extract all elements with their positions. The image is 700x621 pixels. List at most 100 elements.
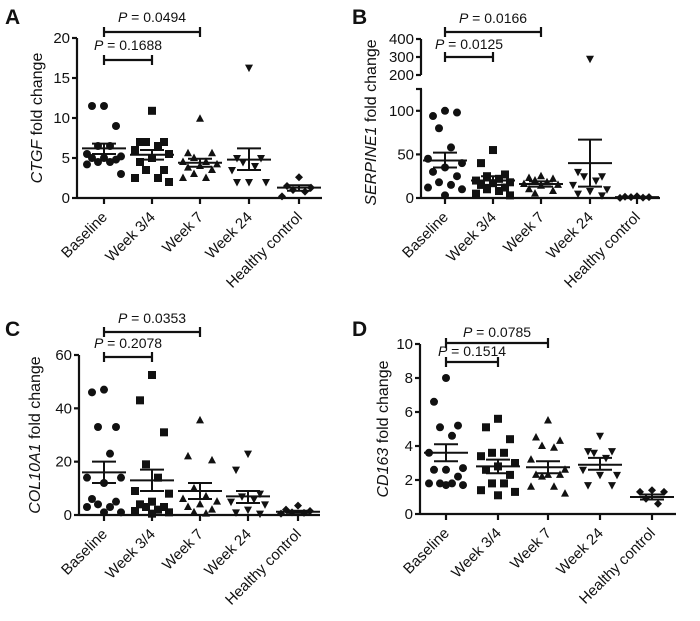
data-point-triangle-down <box>239 159 247 167</box>
data-point-circle <box>117 170 125 178</box>
data-point-triangle <box>525 173 533 181</box>
data-point-triangle <box>184 451 192 460</box>
data-point-triangle-down <box>245 179 253 187</box>
data-point-triangle-down <box>584 482 592 490</box>
data-point-circle <box>448 431 456 440</box>
data-point-triangle-down <box>590 449 598 458</box>
data-point-square <box>142 460 150 469</box>
data-point-triangle-down <box>256 510 264 519</box>
p-value-label: P = 0.1688 <box>94 37 162 53</box>
data-point-circle <box>112 155 120 164</box>
data-point-square <box>142 503 150 511</box>
series-week-24 <box>226 450 270 519</box>
data-point-triangle <box>208 165 216 173</box>
data-point-square <box>136 158 144 166</box>
y-axis-label-text: fold change <box>375 360 392 447</box>
x-tick-label: Week 24 <box>553 525 607 579</box>
data-point-triangle <box>190 507 198 516</box>
p-value: = 0.0494 <box>127 9 186 25</box>
data-point-triangle-down <box>232 509 240 517</box>
data-point-triangle <box>208 455 216 464</box>
data-point-circle <box>453 108 461 117</box>
data-point-triangle <box>196 114 204 122</box>
data-point-triangle <box>190 169 198 177</box>
data-point-triangle <box>196 415 204 424</box>
series-week-7 <box>519 171 563 197</box>
p-symbol: P <box>435 36 445 52</box>
p-symbol: P <box>118 310 128 326</box>
series-healthy-control <box>630 486 674 508</box>
data-point-square <box>477 159 485 168</box>
data-point-square <box>148 509 156 518</box>
p-value: = 0.0125 <box>444 36 503 52</box>
data-point-triangle <box>525 184 533 193</box>
series-week-3-4 <box>130 106 174 186</box>
data-point-triangle <box>179 157 187 165</box>
data-point-circle <box>100 154 108 162</box>
y-tick-label: 15 <box>53 70 70 87</box>
data-point-triangle <box>556 436 564 444</box>
y-tick-label: 60 <box>55 347 72 364</box>
data-point-circle <box>429 112 437 121</box>
p-value: = 0.0353 <box>127 310 186 326</box>
y-axis-label-gene: CTGF <box>29 139 46 184</box>
series-healthy-control <box>276 501 320 518</box>
data-point-circle <box>117 508 125 517</box>
y-tick-label: 20 <box>55 454 72 471</box>
data-point-diamond <box>648 486 656 495</box>
data-point-square <box>500 479 508 488</box>
data-point-triangle-down <box>244 506 252 515</box>
data-point-triangle <box>537 171 545 180</box>
data-point-triangle <box>532 433 540 441</box>
data-point-triangle <box>184 148 192 157</box>
data-point-triangle-down <box>574 190 582 199</box>
data-point-square <box>489 146 497 155</box>
data-point-triangle-down <box>574 168 582 177</box>
data-point-square <box>148 106 156 115</box>
data-point-circle <box>448 479 456 488</box>
y-axis-label: SERPINE1 fold change <box>363 39 380 205</box>
data-point-triangle-down <box>598 173 606 181</box>
data-point-square <box>506 470 514 479</box>
data-point-square <box>131 174 139 182</box>
data-point-square <box>488 448 496 457</box>
data-point-circle <box>442 481 450 490</box>
p-value-label: P = 0.0785 <box>463 324 531 340</box>
series-week-7 <box>178 114 222 181</box>
data-point-triangle <box>190 483 198 492</box>
y-tick-label: 400 <box>389 31 414 48</box>
series-baseline <box>82 102 126 178</box>
data-point-square <box>501 170 509 179</box>
y-tick-label: 0 <box>64 507 72 524</box>
data-point-circle <box>430 465 438 474</box>
data-point-circle <box>442 465 450 474</box>
x-tick-label: Week 7 <box>507 525 555 573</box>
y-tick-label: 8 <box>405 370 413 387</box>
series-week-24 <box>227 64 271 187</box>
data-point-square <box>506 191 514 200</box>
p-value-label: P = 0.2078 <box>94 335 162 351</box>
data-point-triangle-down <box>569 181 577 190</box>
data-point-triangle-down <box>608 482 616 490</box>
data-point-square <box>482 423 490 432</box>
p-symbol: P <box>459 10 469 26</box>
y-tick-label: 0 <box>405 506 413 523</box>
data-point-square <box>500 448 508 457</box>
p-value-label: P = 0.0353 <box>118 310 186 326</box>
data-point-triangle-down <box>580 173 588 181</box>
x-tick-label: Week 3/4 <box>443 209 500 266</box>
data-point-circle <box>459 481 467 490</box>
y-tick-label: 0 <box>406 190 414 207</box>
data-point-square <box>494 414 502 423</box>
data-point-circle <box>441 191 449 200</box>
data-point-circle <box>94 423 102 431</box>
data-point-circle <box>112 423 120 431</box>
data-point-circle <box>88 102 96 110</box>
data-point-square <box>165 178 173 186</box>
data-point-triangle-down <box>245 64 253 73</box>
data-point-circle <box>430 397 438 406</box>
data-point-triangle-down <box>227 498 235 507</box>
y-axis-label-text: fold change <box>27 356 44 443</box>
